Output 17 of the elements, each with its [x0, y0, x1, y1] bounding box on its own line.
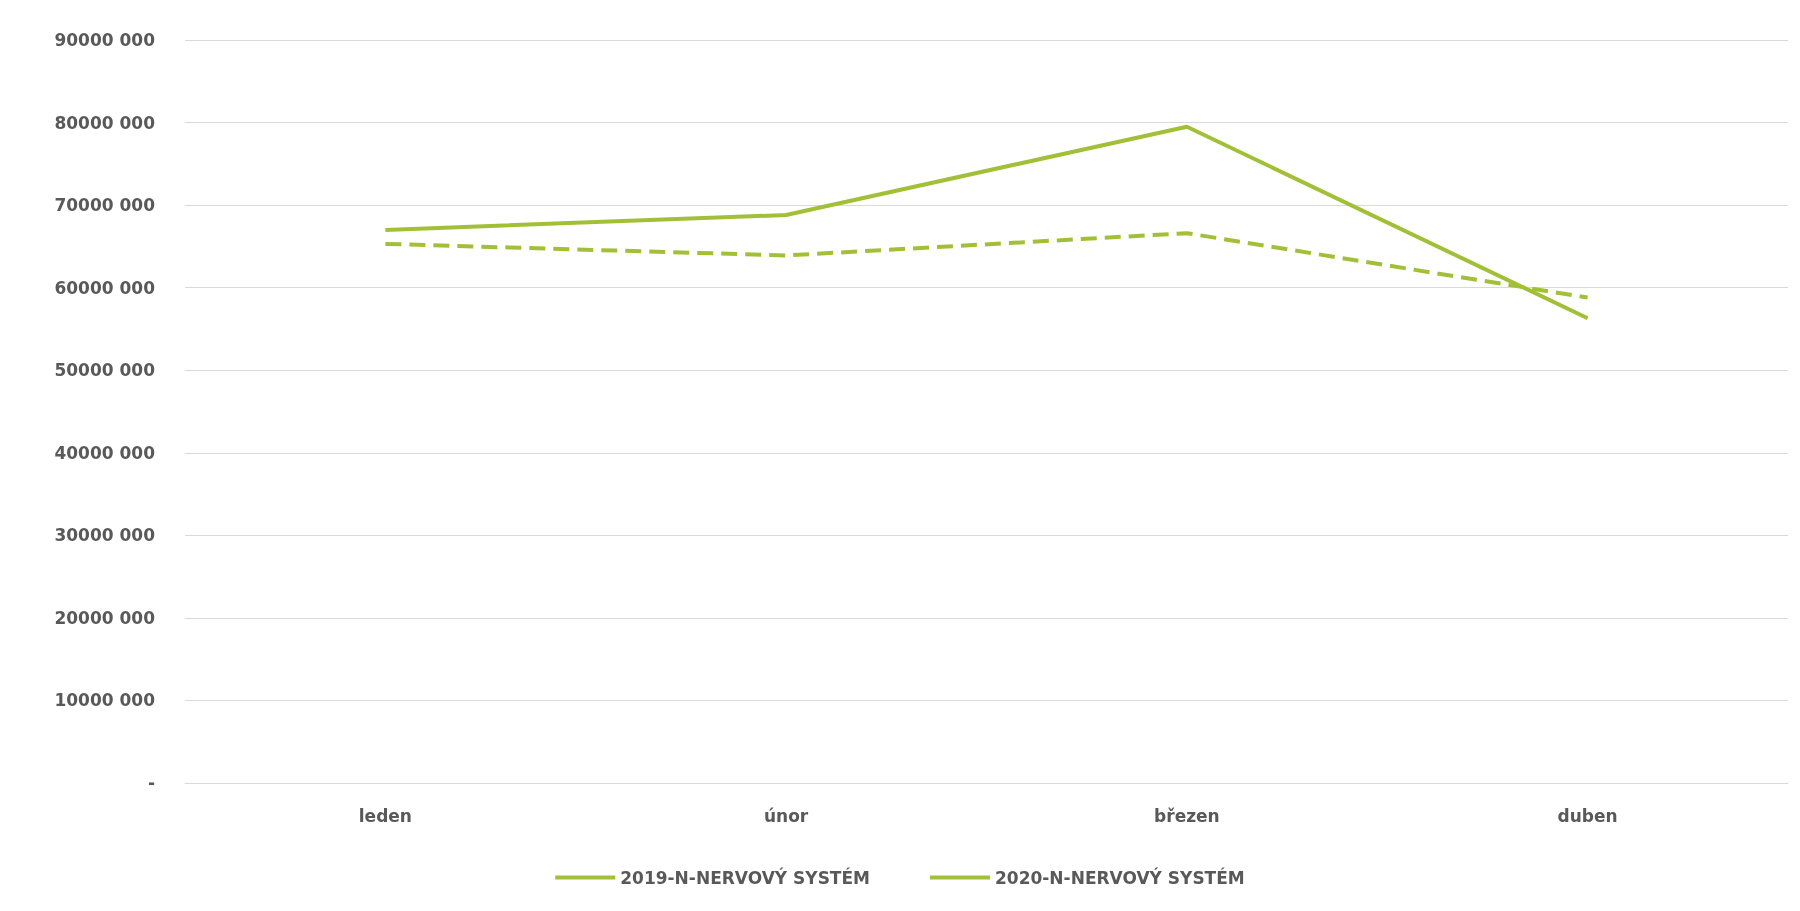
x-tick-label: únor: [763, 805, 809, 826]
legend-label: 2019-N-NERVOVÝ SYSTÉM: [620, 866, 870, 888]
y-tick-label: 80000 000: [54, 112, 156, 133]
y-tick-label: 10000 000: [54, 690, 156, 711]
y-tick-label: 30000 000: [54, 525, 156, 546]
legend-label: 2020-N-NERVOVÝ SYSTÉM: [995, 866, 1245, 888]
x-tick-label: duben: [1557, 805, 1618, 826]
y-tick-label: 50000 000: [54, 360, 156, 381]
line-series: [383, 124, 1590, 321]
y-tick-label: 20000 000: [54, 607, 156, 628]
y-tick-label: 40000 000: [54, 442, 156, 463]
x-tick-label: leden: [358, 805, 412, 826]
x-tick-label: březen: [1154, 805, 1220, 826]
y-tick-label: -: [147, 773, 155, 793]
y-tick-label: 90000 000: [54, 30, 156, 50]
y-tick-label: 70000 000: [54, 195, 156, 216]
y-tick-label: 60000 000: [54, 277, 156, 298]
